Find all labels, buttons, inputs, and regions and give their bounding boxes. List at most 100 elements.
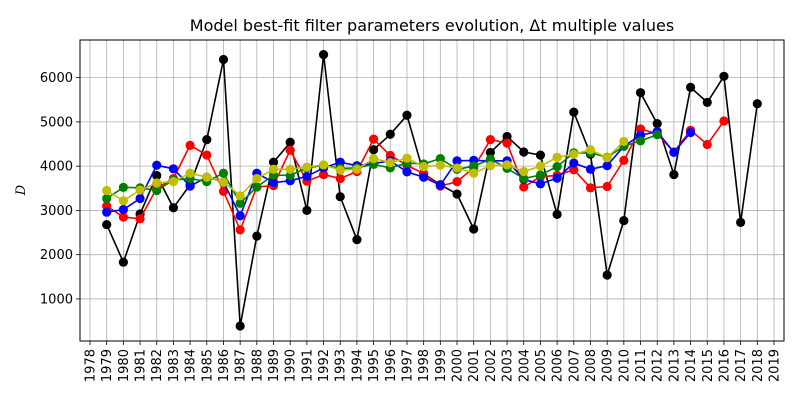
y-tick-label: 2000 [40,248,73,263]
series-2-point [502,138,512,148]
series-1-point [736,217,746,227]
series-4-point [235,198,245,208]
series-3-point [268,177,279,188]
x-tick-label: 1995 [367,349,382,382]
series-1-point [118,257,128,267]
chart-title: Model best-fit filter parameters evoluti… [190,16,674,35]
series-5-point [352,164,362,174]
series-2-point [369,134,379,144]
series-1-point [252,231,262,241]
series-5-point [369,154,379,164]
series-5-point [318,160,329,170]
x-tick-label: 1990 [284,349,299,382]
series-5-point [218,177,229,187]
series-1-point [218,54,229,65]
x-tick-label: 2007 [567,349,582,382]
series-1-point [202,134,212,145]
series-1-point [302,205,312,216]
series-2-point [702,139,712,150]
x-tick-label: 2004 [517,349,532,382]
series-2-point [452,177,462,187]
x-tick-label: 1979 [100,349,115,382]
grid [80,40,784,341]
series-3-point [552,173,562,183]
series-2-point [235,225,245,235]
series-3-point [669,147,679,158]
series-5-point [485,161,495,171]
series-1-point [719,71,729,81]
series-4-point [535,170,546,180]
series-5-point [402,153,412,163]
series-1-point [635,88,646,98]
series-5-point [535,161,546,171]
x-tick-label: 2008 [584,349,599,382]
series-3-point [235,211,245,221]
series-1-point [552,209,562,220]
y-tick-label: 1000 [40,292,73,307]
series-3-point [602,161,612,171]
series-2-point [719,116,729,126]
series-5-point [202,172,212,182]
x-tick-label: 2002 [484,349,499,382]
series-5-point [152,178,162,188]
series-5-point [185,168,195,178]
series-1-point [619,216,629,226]
series-5-point [569,149,579,159]
series-3-point [402,167,412,177]
x-tick-label: 1988 [250,349,265,382]
series-5-point [118,196,128,206]
series-1-point [285,137,295,147]
x-tick-label: 1987 [234,349,249,382]
x-tick-label: 2010 [617,349,632,382]
x-tick-label: 1982 [150,349,165,382]
series-5-point [619,136,629,146]
series-4-point [118,182,128,193]
series-3-point [452,156,462,166]
series-5-point [135,185,145,195]
y-tick-label: 6000 [40,71,73,86]
series-3-point [302,171,312,181]
series-5-point [502,160,512,170]
series-4-point [469,161,479,171]
x-tick-label: 2006 [551,349,566,382]
series-2-point [285,145,295,155]
series-3-point [168,164,179,174]
x-tick-label: 2016 [717,349,732,382]
series-3-point [118,204,128,215]
x-tick-label: 2000 [451,349,466,382]
series-5-point [452,163,462,173]
x-tick-label: 1978 [84,349,99,382]
series-2-point [569,165,579,175]
series-1-point [652,119,662,129]
x-tick-label: 2001 [467,349,482,382]
y-tick-label: 3000 [40,204,73,219]
series-3-point [435,180,445,190]
x-tick-label: 2019 [767,349,782,382]
x-tick-label: 2005 [534,349,549,382]
series-1-point [485,147,495,158]
series-4-point [435,154,445,164]
series-1-point [702,97,712,108]
series-4-line [106,133,658,205]
series-4-point [485,154,495,164]
series-2-point [135,214,145,224]
x-tick-label: 1983 [167,349,182,382]
x-tick-label: 1980 [117,349,132,382]
x-tick-label: 2013 [667,349,682,382]
series-1-point [152,170,162,181]
series-5 [102,136,629,206]
series-4-point [252,182,262,192]
series-4-point [218,168,229,178]
x-tick-label: 1989 [267,349,282,382]
x-tick-label: 2012 [651,349,666,382]
series-1-point [318,50,329,60]
series-5-point [519,166,529,177]
x-tick-label: 1993 [334,349,349,382]
x-tick-label: 2011 [634,349,649,382]
series-1-point [168,203,179,213]
series-5-point [252,173,262,184]
series-3-point [135,193,145,204]
series-3-point [185,181,195,191]
x-tick-label: 1985 [200,349,215,382]
